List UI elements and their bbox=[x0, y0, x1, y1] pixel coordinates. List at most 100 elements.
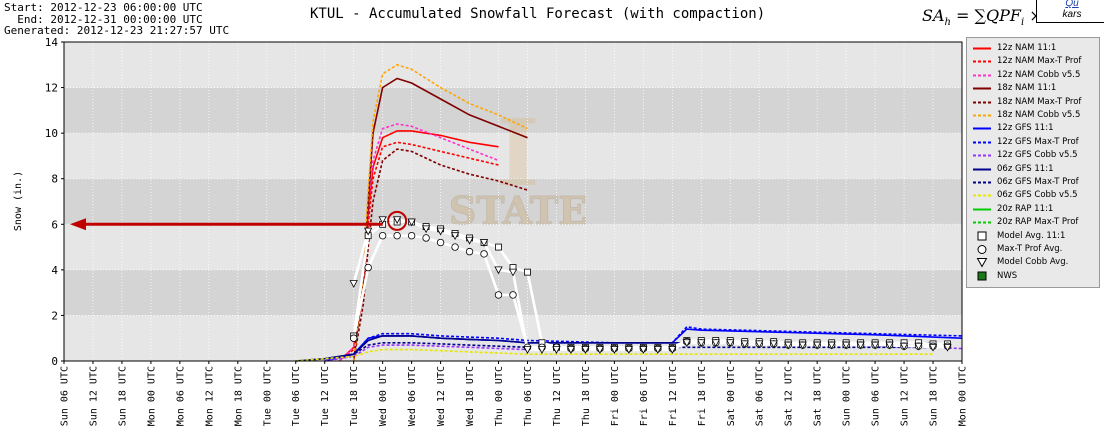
legend-item: 18z NAM Max-T Prof bbox=[967, 96, 1101, 109]
y-axis-label: Snow (in.) bbox=[13, 171, 24, 231]
cobb-avg-marker bbox=[523, 346, 532, 354]
legend-item: 20z RAP 11:1 bbox=[967, 203, 1101, 216]
cobb-avg-marker bbox=[363, 227, 373, 236]
cobb-avg-marker bbox=[798, 341, 807, 350]
legend-item: 18z NAM 11:1 bbox=[967, 82, 1101, 95]
model-avg-marker bbox=[495, 243, 502, 251]
legend-item: 06z GFS Max-T Prof bbox=[967, 176, 1101, 189]
x-tick-label: Sat 18 UTC bbox=[813, 366, 824, 426]
x-tick-label: Thu 18 UTC bbox=[581, 366, 592, 426]
legend-label: 06z GFS Cobb v5.5 bbox=[997, 190, 1078, 201]
legend-swatch bbox=[973, 114, 991, 117]
legend-swatch bbox=[973, 127, 991, 130]
cobb-avg-marker bbox=[812, 341, 822, 350]
cobb-avg-marker bbox=[537, 346, 547, 354]
legend-item: Max-T Prof Avg. bbox=[967, 243, 1101, 256]
cobb-avg-marker bbox=[697, 339, 706, 348]
x-tick-label: Mon 00 UTC bbox=[958, 366, 967, 426]
x-tick-label: Sun 18 UTC bbox=[929, 366, 940, 426]
series-line bbox=[295, 335, 933, 362]
end-time: End: 2012-12-31 00:00:00 UTC bbox=[4, 12, 203, 26]
x-tick-label: Mon 00 UTC bbox=[146, 366, 157, 426]
y-band bbox=[64, 178, 962, 225]
y-band bbox=[64, 87, 962, 134]
cobb-avg-marker bbox=[668, 346, 677, 354]
legend-label: 12z GFS 11:1 bbox=[997, 123, 1054, 134]
cobb-avg-marker bbox=[870, 341, 880, 350]
cobb-avg-marker bbox=[349, 280, 358, 288]
cobb-avg-marker bbox=[928, 343, 938, 352]
cobb-avg-marker bbox=[436, 227, 445, 236]
x-tick-label: Sun 18 UTC bbox=[117, 366, 128, 426]
legend-swatch bbox=[973, 101, 991, 104]
legend-item: 12z GFS Max-T Prof bbox=[967, 136, 1101, 149]
cobb-avg-marker bbox=[943, 343, 952, 352]
legend-label: 20z RAP 11:1 bbox=[997, 203, 1054, 214]
y-tick-label: 0 bbox=[51, 355, 58, 368]
cobb-avg-marker bbox=[610, 346, 619, 354]
x-tick-label: Sat 00 UTC bbox=[726, 366, 737, 426]
legend-item: 18z NAM Cobb v5.5 bbox=[967, 109, 1101, 122]
legend-label: 12z NAM 11:1 bbox=[997, 43, 1057, 53]
legend-item: 20z RAP Max-T Prof bbox=[967, 216, 1101, 229]
cobb-avg-marker bbox=[841, 341, 851, 350]
legend-item: Model Cobb Avg. bbox=[967, 256, 1101, 269]
x-tick-label: Tue 00 UTC bbox=[262, 366, 273, 426]
series-line bbox=[352, 63, 528, 362]
x-tick-label: Tue 18 UTC bbox=[349, 366, 360, 426]
legend-swatch bbox=[973, 154, 991, 157]
cobb-avg-marker bbox=[494, 266, 503, 275]
x-tick-label: Sat 12 UTC bbox=[784, 366, 795, 426]
x-tick-label: Thu 06 UTC bbox=[523, 366, 534, 426]
maxt-avg-marker bbox=[422, 234, 430, 242]
plot-frame bbox=[63, 41, 963, 362]
legend-swatch bbox=[973, 221, 991, 224]
legend-label: 12z NAM Cobb v5.5 bbox=[997, 69, 1081, 80]
legend-swatch bbox=[973, 60, 991, 63]
legend-item: 12z GFS 11:1 bbox=[967, 122, 1101, 135]
cobb-avg-marker bbox=[479, 239, 489, 247]
maxt-avg-marker bbox=[407, 231, 416, 240]
generated-time: Generated: 2012-12-23 21:27:57 UTC bbox=[4, 24, 230, 37]
x-tick-label: Wed 18 UTC bbox=[465, 366, 476, 426]
maxt-avg-marker bbox=[349, 334, 358, 342]
y-tick-label: 4 bbox=[51, 264, 58, 277]
x-tick-label: Mon 06 UTC bbox=[175, 366, 186, 426]
legend-swatch bbox=[973, 194, 991, 197]
legend-label: 06z GFS Max-T Prof bbox=[997, 177, 1079, 187]
legend-item: NWS bbox=[967, 270, 1101, 283]
x-tick-label: Thu 00 UTC bbox=[494, 366, 505, 426]
series-line bbox=[295, 341, 933, 362]
legend-swatch bbox=[973, 74, 991, 77]
legend-swatch bbox=[973, 47, 991, 50]
x-tick-label: Sun 00 UTC bbox=[842, 366, 853, 426]
y-tick-label: 2 bbox=[51, 309, 58, 322]
maxt-avg-marker bbox=[465, 247, 474, 256]
legend-item: 12z GFS Cobb v5.5 bbox=[967, 149, 1101, 162]
legend-item: 06z GFS 11:1 bbox=[967, 163, 1101, 176]
corner-link-box[interactable]: Qu kars bbox=[1036, 0, 1104, 23]
corner-link-text[interactable]: Qu bbox=[1065, 0, 1079, 9]
cobb-avg-marker bbox=[914, 342, 923, 351]
legend-item: 12z NAM Max-T Prof bbox=[967, 55, 1101, 68]
cobb-avg-marker bbox=[899, 342, 909, 351]
series-line bbox=[295, 348, 933, 362]
legend-item: 12z NAM 11:1 bbox=[967, 42, 1101, 55]
x-tick-label: Tue 12 UTC bbox=[320, 366, 331, 426]
legend-swatch bbox=[973, 87, 991, 90]
cobb-avg-marker bbox=[421, 225, 431, 234]
x-tick-label: Fri 06 UTC bbox=[639, 366, 650, 426]
cobb-avg-marker bbox=[508, 268, 518, 277]
run-info: Start: 2012-12-23 06:00:00 UTC End: 2012… bbox=[4, 2, 229, 37]
cobb-avg-marker bbox=[885, 341, 894, 350]
axes: 0 2 4 6 8 10 12 14 Sun 06 UTC Sun 12 UTC Sun 18 UT… bbox=[45, 36, 966, 426]
x-tick-label: Sun 06 UTC bbox=[60, 366, 71, 426]
maxt-avg-marker bbox=[378, 231, 387, 240]
cobb-avg-marker bbox=[595, 346, 605, 354]
cobb-avg-marker bbox=[784, 341, 793, 350]
average-markers bbox=[349, 216, 952, 354]
annotations bbox=[70, 210, 408, 231]
cobb-avg-marker bbox=[827, 341, 836, 350]
maxt-avg-marker bbox=[393, 231, 401, 240]
